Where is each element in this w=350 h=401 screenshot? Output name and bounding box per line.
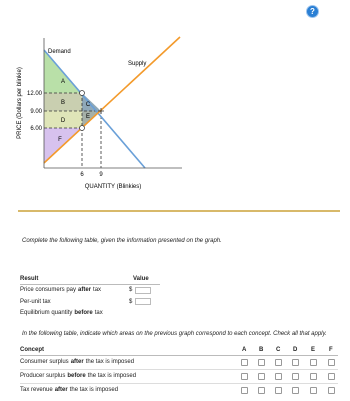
text: Producer surplus (20, 373, 66, 379)
row-label: Producer surplus before the tax is imposed (20, 373, 136, 379)
emphasis: before (67, 373, 86, 379)
y-axis-label: PRICE (Dollars per blinkie) (17, 67, 23, 139)
x-tick-label: 6 (80, 172, 84, 178)
graph: PRICE (Dollars per blinkie) 12.00 9.00 6… (17, 36, 182, 190)
emphasis: after (78, 287, 92, 293)
instruction: Complete the following table, given the … (22, 238, 222, 244)
text: Equilibrium quantity (20, 310, 73, 316)
row-label: Per-unit tax (20, 299, 51, 305)
equilibrium-marker (98, 108, 104, 114)
checkbox[interactable] (310, 386, 317, 394)
demand-label: Demand (48, 49, 71, 55)
marker (79, 125, 85, 131)
text: the tax is imposed (85, 359, 135, 365)
text: Tax revenue (20, 387, 53, 393)
row-rule (20, 369, 338, 370)
checkbox[interactable] (328, 358, 335, 366)
table-header: C (276, 347, 281, 353)
y-tick-label: 6.00 (30, 126, 42, 132)
value-input[interactable] (135, 298, 151, 305)
table-header: Concept (20, 347, 44, 353)
area-label: F (58, 137, 62, 143)
row-label: Consumer surplus after the tax is imposed (20, 359, 134, 365)
area-label: E (86, 114, 90, 120)
table-header: D (293, 347, 298, 353)
text: the tax is imposed (69, 387, 119, 393)
checkbox[interactable] (275, 358, 282, 366)
table-header: E (311, 347, 316, 353)
y-tick-label: 12.00 (27, 91, 43, 97)
area-d (44, 111, 82, 128)
checkbox[interactable] (328, 386, 335, 394)
area-b (44, 93, 82, 111)
checkbox[interactable] (241, 372, 248, 380)
marker (79, 90, 85, 96)
row-label: Tax revenue after the tax is imposed (20, 387, 118, 393)
x-tick-label: 9 (99, 172, 103, 178)
area-label: A (61, 79, 65, 85)
text: Price consumers pay (20, 287, 77, 293)
checkbox[interactable] (241, 386, 248, 394)
area-label: D (61, 118, 66, 124)
emphasis: after (70, 359, 84, 365)
area-label: B (61, 100, 65, 106)
checkbox[interactable] (275, 372, 282, 380)
area-c (82, 93, 101, 111)
checkbox[interactable] (258, 372, 265, 380)
area-label: C (86, 102, 91, 108)
y-tick-label: 9.00 (30, 109, 42, 115)
checkbox[interactable] (310, 372, 317, 380)
supply-label: Supply (128, 61, 146, 67)
checkbox[interactable] (328, 372, 335, 380)
row-rule (20, 383, 338, 384)
row-label: Equilibrium quantity before tax (20, 310, 103, 316)
checkbox[interactable] (292, 372, 299, 380)
text: Per-unit tax (20, 298, 51, 305)
text: Consumer surplus (20, 359, 69, 365)
table-header: A (242, 347, 247, 353)
checkbox[interactable] (275, 386, 282, 394)
table-header: F (329, 347, 333, 353)
table-header: B (259, 347, 264, 353)
markers (79, 90, 85, 131)
checkbox[interactable] (258, 358, 265, 366)
x-axis-label: QUANTITY (Blinkies) (85, 184, 142, 190)
currency: $ (129, 287, 133, 293)
table-rule (20, 355, 338, 356)
table-rule (20, 284, 160, 285)
checkbox[interactable] (292, 386, 299, 394)
checkbox[interactable] (241, 358, 248, 366)
text: tax (94, 310, 103, 316)
table-header: Result (20, 276, 39, 282)
currency: $ (129, 298, 133, 305)
checkbox[interactable] (292, 358, 299, 366)
text: tax (93, 287, 102, 293)
emphasis: after (54, 387, 68, 393)
row-label: Price consumers pay after tax (20, 287, 101, 293)
instruction: In the following table, indicate which a… (22, 331, 327, 337)
table-header: Value (133, 276, 149, 282)
divider (18, 210, 340, 212)
supply-line (43, 36, 181, 164)
checkbox[interactable] (310, 358, 317, 366)
text: the tax is imposed (87, 373, 137, 379)
help-icon[interactable]: ? (306, 5, 319, 18)
checkbox[interactable] (258, 386, 265, 394)
value-input[interactable] (135, 286, 151, 294)
emphasis: before (74, 310, 93, 316)
demand-line (43, 49, 146, 169)
